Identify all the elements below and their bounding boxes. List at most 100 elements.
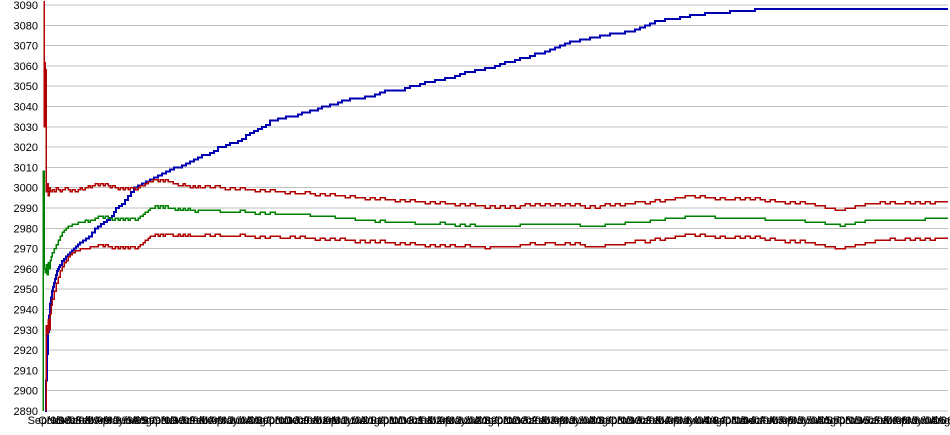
x-tick-label: Nov/05	[845, 415, 880, 427]
y-tick-label: 3090	[14, 0, 38, 12]
x-tick-label: Jul/04	[696, 415, 725, 427]
x-tick-label: Feb/02	[418, 415, 452, 427]
y-tick-label: 3030	[14, 122, 38, 134]
x-tick-label: Sep/05	[826, 415, 861, 427]
x-tick-label: Dec/05	[855, 415, 890, 427]
x-tick-label: Mar/00	[199, 415, 233, 427]
x-tick-label: Feb/03	[532, 415, 566, 427]
x-tick-label: Jul/06	[924, 415, 950, 427]
y-tick-label: 3010	[14, 162, 38, 174]
x-tick-label: Feb/05	[760, 415, 794, 427]
x-tick-label: Oct/05	[837, 415, 869, 427]
x-tick-label: Jan/05	[751, 415, 784, 427]
x-tick-label: Mar/05	[769, 415, 803, 427]
x-tick-label: Jan/99	[67, 415, 100, 427]
y-tick-label: 2960	[14, 264, 38, 276]
x-tick-label: Nov/99	[161, 415, 196, 427]
x-tick-label: Nov/00	[275, 415, 310, 427]
y-tick-label: 2970	[14, 244, 38, 256]
x-tick-label: Jun/00	[228, 415, 261, 427]
x-tick-label: Aug/02	[474, 415, 509, 427]
x-tick-label: Oct/03	[609, 415, 641, 427]
x-tick-label: Apr/05	[780, 415, 812, 427]
y-tick-label: 2930	[14, 325, 38, 337]
x-tick-label: Feb/04	[646, 415, 680, 427]
x-tick-label: Mar/04	[655, 415, 689, 427]
x-tick-label: Jan/04	[637, 415, 670, 427]
x-tick-label: Jun/05	[798, 415, 831, 427]
x-tick-label: Apr/00	[209, 415, 241, 427]
x-tick-label: Jan/00	[181, 415, 214, 427]
x-tick-label: Mar/02	[427, 415, 461, 427]
x-tick-label: Aug/01	[360, 415, 395, 427]
x-tick-label: Sep/98	[28, 415, 63, 427]
x-tick-label: Jul/00	[239, 415, 268, 427]
x-tick-label: Jan/03	[523, 415, 556, 427]
x-tick-label: Sep/99	[142, 415, 177, 427]
x-tick-label: Nov/98	[47, 415, 82, 427]
x-tick-label: Sep/02	[484, 415, 519, 427]
series-upper-bound	[43, 0, 948, 211]
x-tick-label: Feb/06	[874, 415, 908, 427]
x-tick-label: Aug/05	[816, 415, 851, 427]
x-tick-label: Dec/04	[740, 415, 775, 427]
y-tick-label: 2890	[14, 406, 38, 418]
x-tick-label: Jul/05	[810, 415, 839, 427]
x-tick-label: Feb/99	[75, 415, 109, 427]
x-tick-label: May/05	[787, 415, 823, 427]
x-tick-label: May/04	[673, 415, 709, 427]
x-tick-label: Dec/02	[512, 415, 547, 427]
y-tick-label: 3080	[14, 20, 38, 32]
y-tick-label: 2910	[14, 365, 38, 377]
y-tick-label: 2940	[14, 305, 38, 317]
x-tick-label: Jun/06	[912, 415, 945, 427]
x-tick-label: Nov/04	[731, 415, 766, 427]
x-tick-label: Jul/99	[125, 415, 154, 427]
x-tick-label: Apr/06	[894, 415, 926, 427]
x-tick-label: Sep/03	[598, 415, 633, 427]
x-tick-label: Jun/03	[570, 415, 603, 427]
x-tick-label: Feb/01	[304, 415, 338, 427]
x-tick-label: Dec/01	[398, 415, 433, 427]
x-tick-label: Nov/02	[503, 415, 538, 427]
x-tick-label: May/00	[217, 415, 253, 427]
x-tick-label: May/06	[901, 415, 937, 427]
x-tick-label: May/02	[445, 415, 481, 427]
x-tick-label: Sep/04	[712, 415, 747, 427]
y-tick-label: 3000	[14, 183, 38, 195]
y-tick-label: 2900	[14, 386, 38, 398]
y-tick-label: 2990	[14, 203, 38, 215]
x-tick-label: May/01	[331, 415, 367, 427]
x-tick-label: Oct/02	[495, 415, 527, 427]
y-tick-label: 3070	[14, 41, 38, 53]
x-tick-label: Feb/00	[189, 415, 223, 427]
x-tick-label: Mar/01	[313, 415, 347, 427]
x-tick-label: Apr/04	[666, 415, 698, 427]
x-tick-label: Jul/01	[353, 415, 382, 427]
x-tick-label: Jan/02	[409, 415, 442, 427]
x-tick-label: Dec/98	[56, 415, 91, 427]
x-tick-label: Apr/03	[552, 415, 584, 427]
series-mean-line	[42, 170, 948, 411]
x-tick-label: Jun/99	[114, 415, 147, 427]
x-tick-label: Jun/01	[342, 415, 375, 427]
y-tick-label: 3050	[14, 81, 38, 93]
x-tick-label: Aug/04	[702, 415, 737, 427]
x-tick-label: Dec/99	[170, 415, 205, 427]
x-tick-label: Aug/00	[246, 415, 281, 427]
x-tick-label: Apr/01	[323, 415, 355, 427]
x-tick-label: Nov/01	[389, 415, 424, 427]
x-tick-label: Aug/03	[588, 415, 623, 427]
series-lower-bound	[45, 233, 948, 411]
x-tick-label: Sep/00	[256, 415, 291, 427]
x-tick-label: Jun/02	[456, 415, 489, 427]
x-tick-label: Nov/03	[617, 415, 652, 427]
x-tick-label: Jan/01	[295, 415, 328, 427]
x-tick-label: Oct/01	[380, 415, 412, 427]
x-tick-label: Jul/02	[468, 415, 497, 427]
y-tick-label: 2950	[14, 284, 38, 296]
x-tick-label: Jun/04	[684, 415, 717, 427]
x-tick-label: Apr/02	[438, 415, 470, 427]
